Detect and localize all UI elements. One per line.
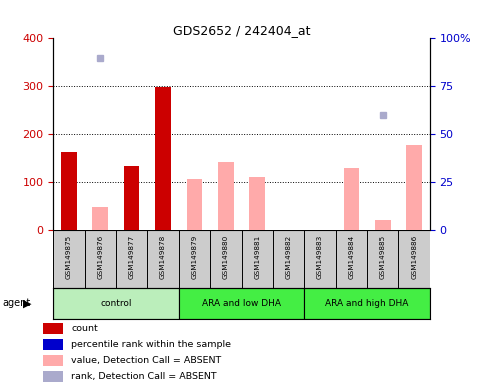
- Text: GSM149875: GSM149875: [66, 235, 72, 279]
- Text: percentile rank within the sample: percentile rank within the sample: [71, 340, 231, 349]
- Bar: [179, 288, 304, 319]
- Text: GSM149877: GSM149877: [128, 235, 135, 279]
- Bar: [406, 145, 422, 230]
- Text: GSM149878: GSM149878: [160, 235, 166, 279]
- Text: GSM149880: GSM149880: [223, 235, 229, 279]
- Bar: [43, 371, 63, 382]
- Text: count: count: [71, 324, 98, 333]
- Text: ARA and low DHA: ARA and low DHA: [202, 299, 281, 308]
- Text: GSM149879: GSM149879: [191, 235, 198, 279]
- Bar: [43, 339, 63, 350]
- Bar: [124, 166, 140, 230]
- Text: GSM149883: GSM149883: [317, 235, 323, 279]
- Text: GSM149884: GSM149884: [348, 235, 355, 279]
- Text: rank, Detection Call = ABSENT: rank, Detection Call = ABSENT: [71, 372, 217, 381]
- Text: value, Detection Call = ABSENT: value, Detection Call = ABSENT: [71, 356, 222, 365]
- Text: agent: agent: [2, 298, 30, 308]
- Text: ▶: ▶: [23, 298, 32, 308]
- Bar: [43, 323, 63, 334]
- Text: control: control: [100, 299, 132, 308]
- Bar: [218, 162, 234, 230]
- Bar: [186, 179, 202, 230]
- Bar: [43, 355, 63, 366]
- Bar: [53, 288, 179, 319]
- Bar: [343, 168, 359, 230]
- Bar: [61, 152, 77, 230]
- Title: GDS2652 / 242404_at: GDS2652 / 242404_at: [173, 24, 310, 37]
- Text: GSM149876: GSM149876: [97, 235, 103, 279]
- Bar: [304, 288, 430, 319]
- Bar: [375, 220, 391, 230]
- Bar: [92, 207, 108, 230]
- Text: ARA and high DHA: ARA and high DHA: [326, 299, 409, 308]
- Bar: [155, 88, 171, 230]
- Text: GSM149882: GSM149882: [285, 235, 292, 279]
- Text: GSM149885: GSM149885: [380, 235, 386, 279]
- Text: GSM149886: GSM149886: [411, 235, 417, 279]
- Bar: [249, 177, 265, 230]
- Text: GSM149881: GSM149881: [254, 235, 260, 279]
